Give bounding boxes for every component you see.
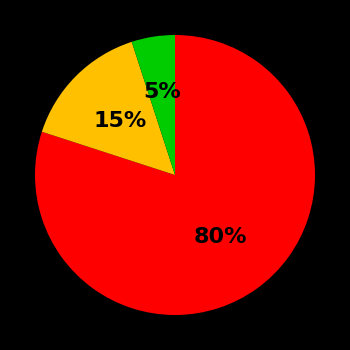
Wedge shape: [35, 35, 315, 315]
Text: 80%: 80%: [194, 227, 247, 247]
Text: 5%: 5%: [143, 82, 181, 102]
Text: 15%: 15%: [94, 111, 147, 131]
Wedge shape: [42, 42, 175, 175]
Wedge shape: [132, 35, 175, 175]
